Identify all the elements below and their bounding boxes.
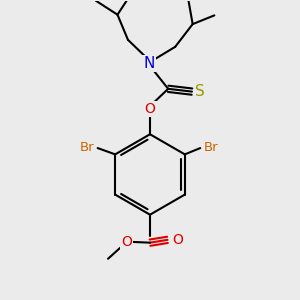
- Text: S: S: [195, 84, 205, 99]
- Text: Br: Br: [80, 141, 94, 154]
- Text: O: O: [145, 102, 155, 116]
- Text: O: O: [172, 233, 183, 247]
- Text: N: N: [143, 56, 155, 71]
- Text: Br: Br: [203, 141, 218, 154]
- Text: O: O: [121, 235, 132, 249]
